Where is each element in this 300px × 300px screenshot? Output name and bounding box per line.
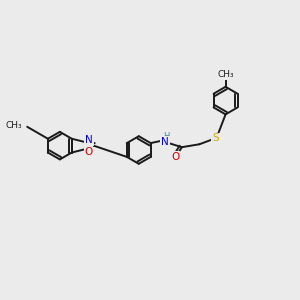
Text: O: O: [84, 147, 93, 157]
Text: O: O: [171, 152, 179, 161]
Text: S: S: [212, 134, 219, 143]
Text: N: N: [161, 137, 169, 147]
Text: CH₃: CH₃: [217, 70, 234, 79]
Text: H: H: [163, 132, 169, 141]
Text: N: N: [85, 135, 93, 146]
Text: CH₃: CH₃: [5, 121, 22, 130]
